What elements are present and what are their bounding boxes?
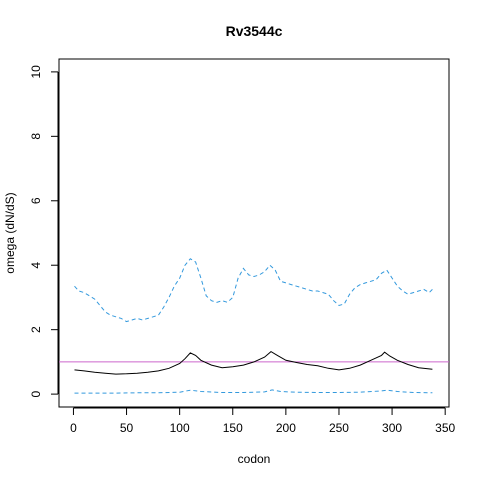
y-axis: 0 2 4 6 8 10 — [29, 65, 59, 397]
y-tick-label: 4 — [29, 262, 43, 269]
plot-marks — [59, 258, 449, 394]
series-line-3 — [74, 389, 433, 394]
x-axis: 0 50 100 150 200 250 300 350 — [70, 407, 456, 435]
x-tick-label: 200 — [276, 421, 296, 435]
x-tick-label: 150 — [223, 421, 243, 435]
x-tick-label: 250 — [329, 421, 349, 435]
x-tick-label: 50 — [120, 421, 134, 435]
x-tick-label: 350 — [435, 421, 455, 435]
series-line-1 — [74, 350, 433, 375]
y-tick-label: 2 — [29, 326, 43, 333]
x-tick-label: 100 — [170, 421, 190, 435]
y-tick-label: 0 — [29, 390, 43, 397]
y-axis-label: omega (dN/dS) — [3, 192, 17, 273]
chart-title: Rv3544c — [226, 23, 283, 39]
x-axis-label: codon — [238, 452, 271, 466]
plot-frame — [58, 58, 450, 408]
y-tick-label: 10 — [29, 65, 43, 79]
series-line-2 — [74, 258, 433, 323]
y-tick-label: 6 — [29, 197, 43, 204]
x-tick-label: 0 — [70, 421, 77, 435]
y-tick-label: 8 — [29, 133, 43, 140]
x-tick-label: 300 — [382, 421, 402, 435]
